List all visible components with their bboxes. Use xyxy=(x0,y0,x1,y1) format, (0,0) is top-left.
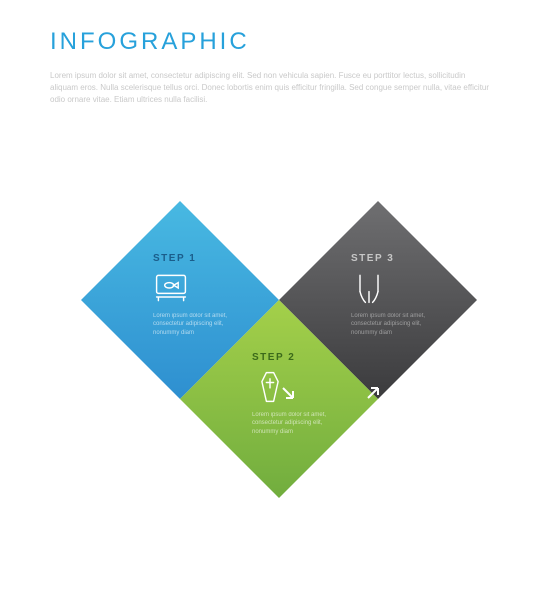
step-2-diamond: Step 2 Lorem ipsum dolor sit amet, conse… xyxy=(180,300,378,498)
step-2-label: Step 2 xyxy=(252,352,340,363)
step-3-label: Step 3 xyxy=(351,253,439,264)
page-title: Infographic xyxy=(50,28,506,56)
step-2-copy: Lorem ipsum dolor sit amet, consectetur … xyxy=(252,411,340,436)
aquarium-icon xyxy=(153,270,189,306)
diagram-stage: Step 1 Lorem ipsum dolor sit amet, conse… xyxy=(80,200,476,560)
step-2-content: Step 2 Lorem ipsum dolor sit amet, conse… xyxy=(204,324,354,474)
arrow-down-right-icon xyxy=(280,385,296,401)
page-subtitle: Lorem ipsum dolor sit amet, consectetur … xyxy=(50,70,490,106)
root-icon xyxy=(351,270,387,306)
header: Infographic Lorem ipsum dolor sit amet, … xyxy=(0,0,556,106)
arrow-up-right-icon xyxy=(365,385,381,401)
step-3-copy: Lorem ipsum dolor sit amet, consectetur … xyxy=(351,312,439,337)
step-1-label: Step 1 xyxy=(153,253,241,264)
